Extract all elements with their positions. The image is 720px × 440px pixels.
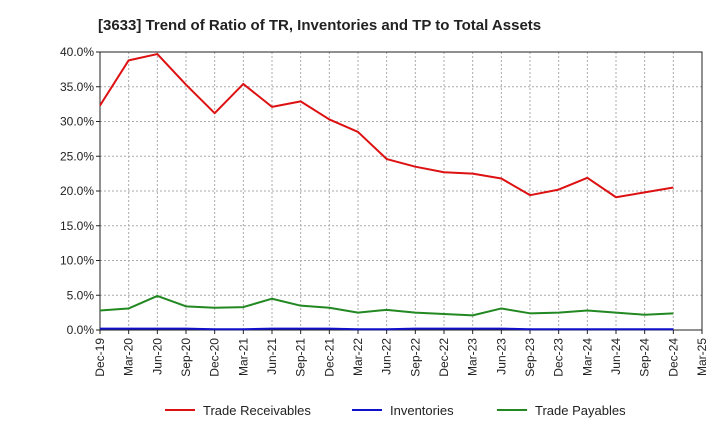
y-tick-label: 40.0% (60, 45, 94, 59)
x-tick-label: Jun-23 (494, 338, 508, 375)
y-tick-label: 10.0% (60, 254, 94, 268)
x-tick-label: Mar-22 (351, 338, 365, 376)
y-axis: 0.0% 5.0% 10.0% 15.0% 20.0% 25.0% 30.0% 35.0% 40… (60, 45, 100, 337)
y-tick-label: 0.0% (67, 323, 95, 337)
x-tick-label: Sep-24 (638, 338, 652, 377)
legend-label: Trade Receivables (203, 403, 311, 418)
x-tick-label: Dec-23 (552, 338, 566, 377)
x-tick-label: Jun-22 (380, 338, 394, 375)
y-tick-label: 30.0% (60, 115, 94, 129)
x-tick-label: Sep-22 (408, 338, 422, 377)
x-tick-label: Sep-23 (523, 338, 537, 377)
y-tick-label: 5.0% (67, 288, 95, 302)
x-axis: Dec-19 Mar-20 Jun-20 Sep-20 Dec-20 Mar-21 Jun-… (93, 330, 709, 377)
x-tick-label: Jun-20 (150, 338, 164, 375)
series-line-2 (100, 327, 674, 331)
y-tick-label: 25.0% (60, 149, 94, 163)
x-tick-label: Dec-21 (322, 338, 336, 377)
x-tick-label: Sep-21 (294, 338, 308, 377)
x-tick-label: Dec-22 (437, 338, 451, 377)
x-tick-label: Dec-24 (666, 338, 680, 377)
x-tick-label: Mar-23 (466, 338, 480, 376)
x-tick-label: Sep-20 (179, 338, 193, 377)
x-tick-label: Mar-25 (695, 338, 709, 376)
y-tick-label: 15.0% (60, 219, 94, 233)
series-line-3 (99, 294, 674, 317)
x-tick-label: Dec-20 (208, 338, 222, 377)
legend-label: Trade Payables (535, 403, 626, 418)
x-tick-label: Jun-21 (265, 338, 279, 375)
x-tick-label: Dec-19 (93, 338, 107, 377)
legend-label: Inventories (390, 403, 454, 418)
series-lines (99, 53, 674, 331)
x-tick-label: Mar-20 (122, 338, 136, 376)
y-tick-label: 20.0% (60, 184, 94, 198)
gridlines (100, 52, 702, 330)
chart-title: [3633] Trend of Ratio of TR, Inventories… (98, 17, 541, 34)
x-tick-label: Mar-21 (236, 338, 250, 376)
x-tick-label: Jun-24 (609, 338, 623, 375)
x-tick-label: Mar-24 (580, 338, 594, 376)
series-line-1 (99, 53, 674, 199)
legend: Trade Receivables Inventories Trade Payabl… (165, 403, 626, 418)
y-tick-label: 35.0% (60, 80, 94, 94)
